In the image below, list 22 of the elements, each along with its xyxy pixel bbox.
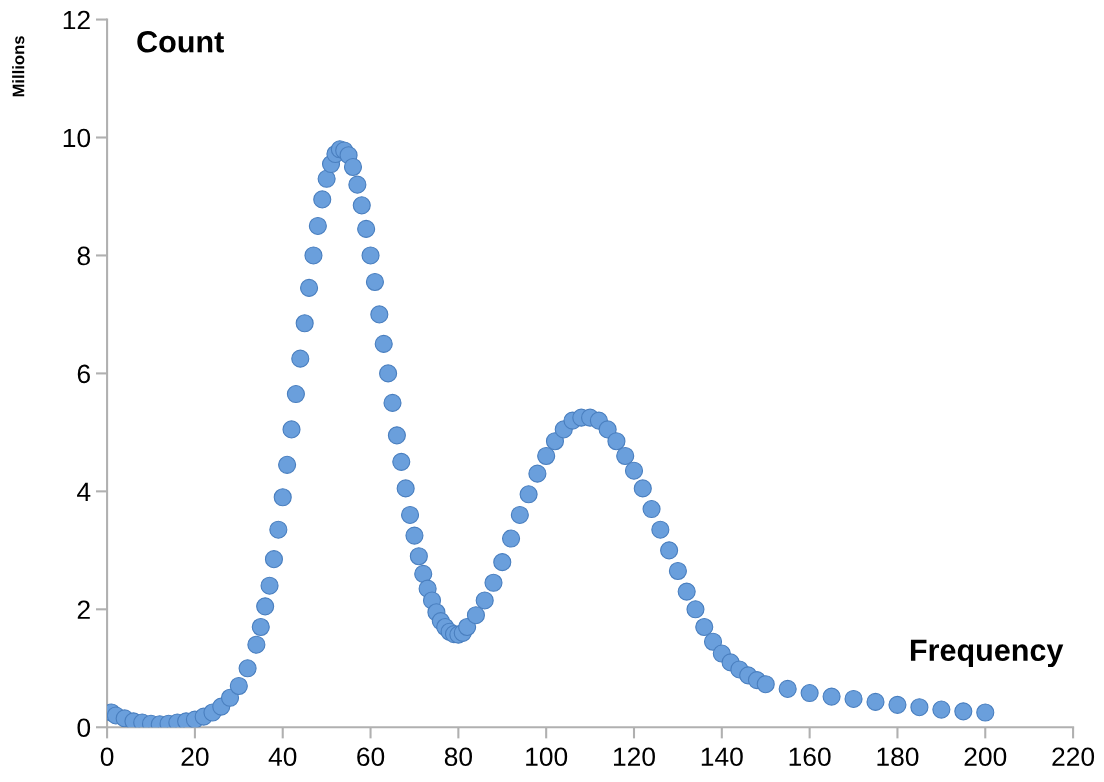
- y-tick-label: 10: [63, 128, 91, 148]
- x-tick-label: 80: [444, 747, 473, 767]
- y-tick-label: 12: [63, 10, 90, 30]
- x-tick-label: 160: [789, 747, 831, 767]
- x-tick-label: 140: [701, 747, 743, 767]
- y-tick-label: 8: [77, 246, 90, 266]
- x-tick-label: 100: [526, 747, 568, 767]
- x-tick-label: 20: [181, 747, 209, 767]
- x-tick-label: 200: [964, 747, 1007, 767]
- x-tick-label: 40: [268, 747, 297, 767]
- chart-title: Count: [137, 30, 224, 53]
- x-tick-label: 120: [614, 747, 655, 767]
- y-axis-title: Millions: [12, 36, 25, 97]
- y-tick-label: 6: [77, 364, 90, 384]
- y-tick-label: 0: [77, 718, 91, 738]
- y-tick-label: 4: [77, 482, 91, 501]
- x-tick-label: 0: [100, 747, 114, 767]
- x-tick-label: 220: [1052, 747, 1095, 767]
- y-tick-label: 2: [77, 600, 90, 619]
- x-tick-label: 60: [357, 747, 385, 767]
- x-axis-title: Frequency: [910, 639, 1064, 668]
- x-tick-label: 180: [877, 747, 919, 767]
